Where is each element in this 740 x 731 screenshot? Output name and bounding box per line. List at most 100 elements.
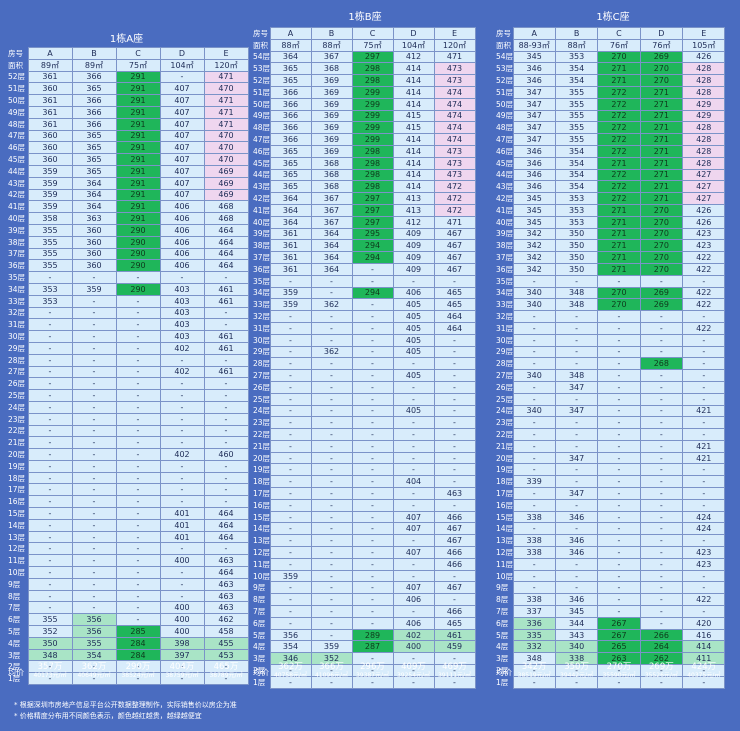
price-cell: 407 [159, 164, 205, 178]
floor-row: 19层 - - - - - [5, 459, 249, 473]
price-cell: - [351, 428, 394, 441]
price-cell: - [115, 306, 161, 320]
row-label: 21层 [253, 441, 270, 451]
price-cell: - [71, 377, 117, 391]
price-cell: 360 [27, 153, 73, 166]
price-cell: - [269, 510, 312, 524]
price-cell: 120㎡ [433, 38, 476, 52]
row-label: 5层 [8, 626, 21, 636]
price-cell: 366 [269, 85, 312, 99]
price-cell: - [27, 365, 73, 379]
price-cell: 364 [269, 192, 312, 205]
price-cell: 461 [203, 282, 249, 296]
floor-row: 44层 346 354 272 271 427 [493, 168, 726, 182]
average-unit-price: 40375元/㎡ [687, 672, 721, 679]
price-cell: - [71, 530, 117, 544]
price-cell: 414 [392, 156, 435, 170]
price-cell: - [27, 554, 73, 568]
price-cell: - [554, 357, 599, 371]
price-cell: 366 [71, 105, 117, 119]
price-cell: 414 [682, 640, 726, 654]
price-cell: 88-93㎡ [512, 38, 556, 52]
floor-row: 8层 338 346- -422 [493, 593, 726, 607]
row-label: 29层 [496, 347, 513, 357]
floor-row: 40层 358 363 291 406 468 [5, 212, 249, 225]
price-cell: - [269, 274, 312, 288]
price-cell: 270 [597, 50, 641, 64]
price-cell: - [433, 451, 476, 465]
price-cell: - [71, 459, 117, 473]
price-cell: 412 [392, 50, 435, 64]
floor-row: 4层 332 340 265 264 414 [493, 640, 726, 654]
row-label: 42层 [253, 194, 270, 204]
price-cell: - [269, 310, 312, 323]
price-cell: - [351, 416, 394, 430]
price-cell: 462 [203, 613, 249, 627]
price-cell: - [597, 451, 641, 465]
price-cell: 406 [159, 212, 205, 225]
price-cell: - [392, 428, 435, 441]
price-cell: - [159, 459, 205, 473]
price-cell: 422 [682, 321, 726, 335]
floor-row: 1层 - - - - - [250, 675, 476, 689]
price-cell: - [597, 569, 641, 583]
floor-row: 9层 - - - -463 [5, 577, 249, 591]
price-cell: - [203, 495, 249, 509]
price-cell: - [115, 554, 161, 568]
price-cell: - [351, 546, 394, 559]
price-cell: 400 [392, 640, 435, 654]
row-label: 13层 [253, 536, 270, 546]
floor-row: 4层 354 359 287 400 459 [250, 640, 476, 654]
price-cell: 298 [351, 156, 394, 170]
price-cell: - [115, 471, 161, 485]
price-cell: - [159, 377, 205, 391]
price-cell: 461 [203, 294, 249, 308]
price-cell: 271 [639, 144, 684, 158]
price-cell: - [27, 601, 73, 615]
price-cell: 270 [639, 62, 684, 76]
floor-row: 7层 - - -400 463 [5, 601, 249, 615]
floor-row: 35层 - - - - - [493, 274, 726, 288]
floor-row: 28层 - - - - - [250, 357, 476, 371]
price-cell: - [310, 286, 353, 300]
price-cell: - [597, 333, 641, 347]
price-cell: 471 [203, 94, 249, 107]
row-label: 43层 [253, 182, 270, 192]
price-cell: 271 [639, 97, 684, 111]
price-cell: - [203, 542, 249, 556]
row-label: 37层 [496, 253, 513, 263]
price-cell: - [310, 510, 353, 524]
price-cell: 347 [512, 121, 556, 135]
price-cell: - [597, 498, 641, 512]
price-cell: - [682, 357, 726, 371]
price-cell: 473 [433, 168, 476, 182]
price-cell: - [682, 380, 726, 394]
row-label: 16层 [8, 497, 26, 507]
row-label: 4层 [496, 642, 509, 652]
row-label: 16层 [253, 500, 270, 510]
price-cell: 105㎡ [682, 38, 726, 52]
price-cell: 400 [159, 554, 205, 568]
floor-row: 50层 347 355 272 271 429 [493, 97, 726, 111]
row-label: 45层 [8, 155, 26, 165]
price-cell: 366 [71, 117, 117, 131]
price-cell: - [433, 593, 476, 607]
price-cell: - [351, 581, 394, 595]
price-cell: 354 [269, 640, 312, 654]
price-cell: - [351, 321, 394, 335]
price-cell: 468 [203, 212, 249, 225]
price-cell: - [512, 333, 556, 347]
floor-row: 7层 - - - -466 [250, 605, 476, 618]
price-cell: 402 [159, 448, 205, 461]
price-cell: - [159, 412, 205, 426]
row-label: 42层 [8, 190, 26, 200]
price-cell: - [115, 341, 161, 355]
price-cell: - [71, 542, 117, 556]
average-unit-price: 39254元/㎡ [396, 672, 431, 679]
price-cell: 471 [203, 70, 249, 84]
price-cell: - [115, 507, 161, 520]
price-cell: 340 [512, 404, 556, 418]
price-cell: 367 [310, 192, 353, 205]
price-cell: - [433, 569, 476, 583]
price-cell: 270 [597, 298, 641, 312]
